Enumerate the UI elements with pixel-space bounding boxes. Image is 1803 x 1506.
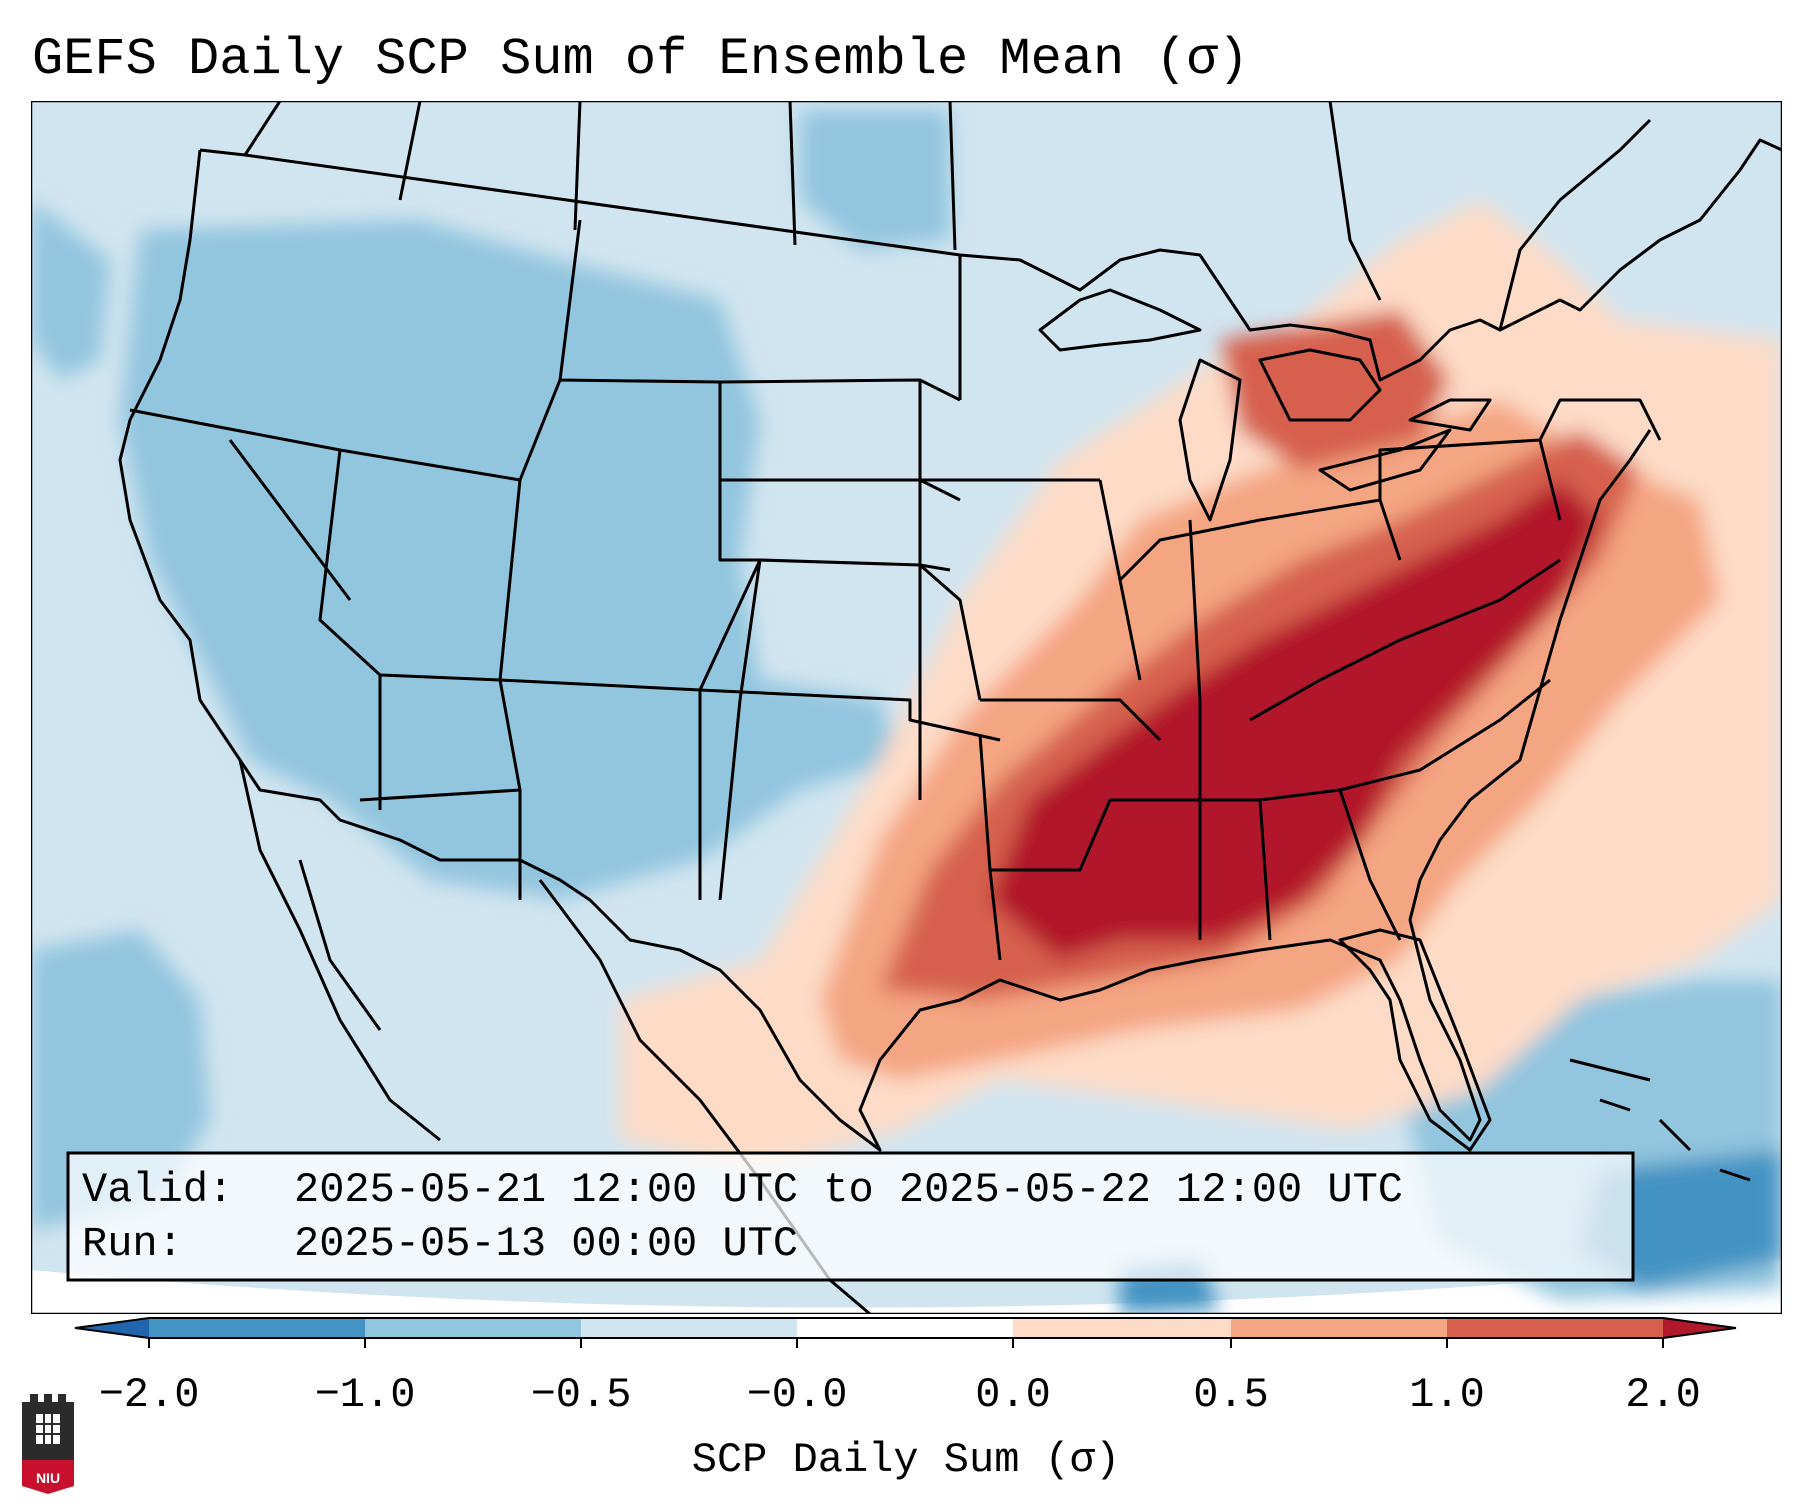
florida bbox=[1338, 928, 1492, 1152]
colorbar-tick-label: 0.0 bbox=[975, 1371, 1051, 1419]
map-panel bbox=[31, 101, 1782, 1314]
niu-logo: NIU bbox=[22, 1394, 74, 1494]
run-label: Run: bbox=[82, 1220, 183, 1268]
colorbar-tick-label: 1.0 bbox=[1409, 1371, 1485, 1419]
caribbean-islands bbox=[1569, 1058, 1751, 1182]
state-lines-central bbox=[918, 380, 1662, 961]
colorbar-bin-5 bbox=[1231, 1318, 1447, 1338]
colorbar-tick-label: −1.0 bbox=[315, 1371, 416, 1419]
colorbar-bin-4 bbox=[1013, 1318, 1231, 1338]
boundaries bbox=[118, 101, 1782, 1314]
run-value: 2025-05-13 00:00 UTC bbox=[294, 1220, 798, 1268]
colorbar-over-arrow bbox=[1663, 1318, 1736, 1338]
colorbar: −2.0 −1.0 −0.5 −0.0 0.0 0.5 1.0 2.0 SCP … bbox=[74, 1317, 1737, 1484]
conus-outline bbox=[118, 138, 1782, 1152]
colorbar-under-arrow bbox=[75, 1318, 149, 1338]
colorbar-ticks bbox=[148, 1338, 1664, 1348]
field-pos-1-2-mich bbox=[1220, 310, 1450, 470]
colorbar-tick-label: −2.0 bbox=[99, 1371, 200, 1419]
field-pos-gt2 bbox=[990, 480, 1600, 960]
field-west-blue bbox=[120, 220, 900, 900]
colorbar-bin-6 bbox=[1447, 1318, 1663, 1338]
colorbar-tick-label: −0.5 bbox=[531, 1371, 632, 1419]
colorbar-tick-label: −0.0 bbox=[747, 1371, 848, 1419]
great-lakes bbox=[1038, 288, 1492, 522]
field-north-blue bbox=[800, 110, 950, 250]
logo-base bbox=[22, 1460, 74, 1494]
field-northwest-blue bbox=[31, 200, 110, 380]
info-box-background bbox=[66, 1151, 1635, 1282]
logo-window-grid bbox=[36, 1414, 60, 1444]
logo-text: NIU bbox=[36, 1470, 60, 1486]
chart-title: GEFS Daily SCP Sum of Ensemble Mean (σ) bbox=[32, 30, 1249, 89]
valid-label: Valid: bbox=[82, 1166, 233, 1214]
valid-value: 2025-05-21 12:00 UTC to 2025-05-22 12:00… bbox=[294, 1166, 1403, 1214]
colorbar-bin-1 bbox=[149, 1318, 365, 1338]
colorbar-tick-label: 0.5 bbox=[1193, 1371, 1269, 1419]
colorbar-bin-mid bbox=[797, 1318, 1013, 1338]
colorbar-bin-3 bbox=[581, 1318, 797, 1338]
colorbar-tick-label: 2.0 bbox=[1625, 1371, 1701, 1419]
colorbar-tick-labels: −2.0 −1.0 −0.5 −0.0 0.0 0.5 1.0 2.0 bbox=[99, 1371, 1701, 1419]
logo-window bbox=[36, 1414, 60, 1444]
colorbar-label: SCP Daily Sum (σ) bbox=[692, 1436, 1120, 1484]
projection-edge bbox=[31, 1260, 1782, 1314]
colorbar-bin-2 bbox=[365, 1318, 581, 1338]
info-box: Valid: 2025-05-21 12:00 UTC to 2025-05-2… bbox=[66, 1151, 1635, 1282]
canada-boundaries bbox=[243, 101, 1652, 331]
